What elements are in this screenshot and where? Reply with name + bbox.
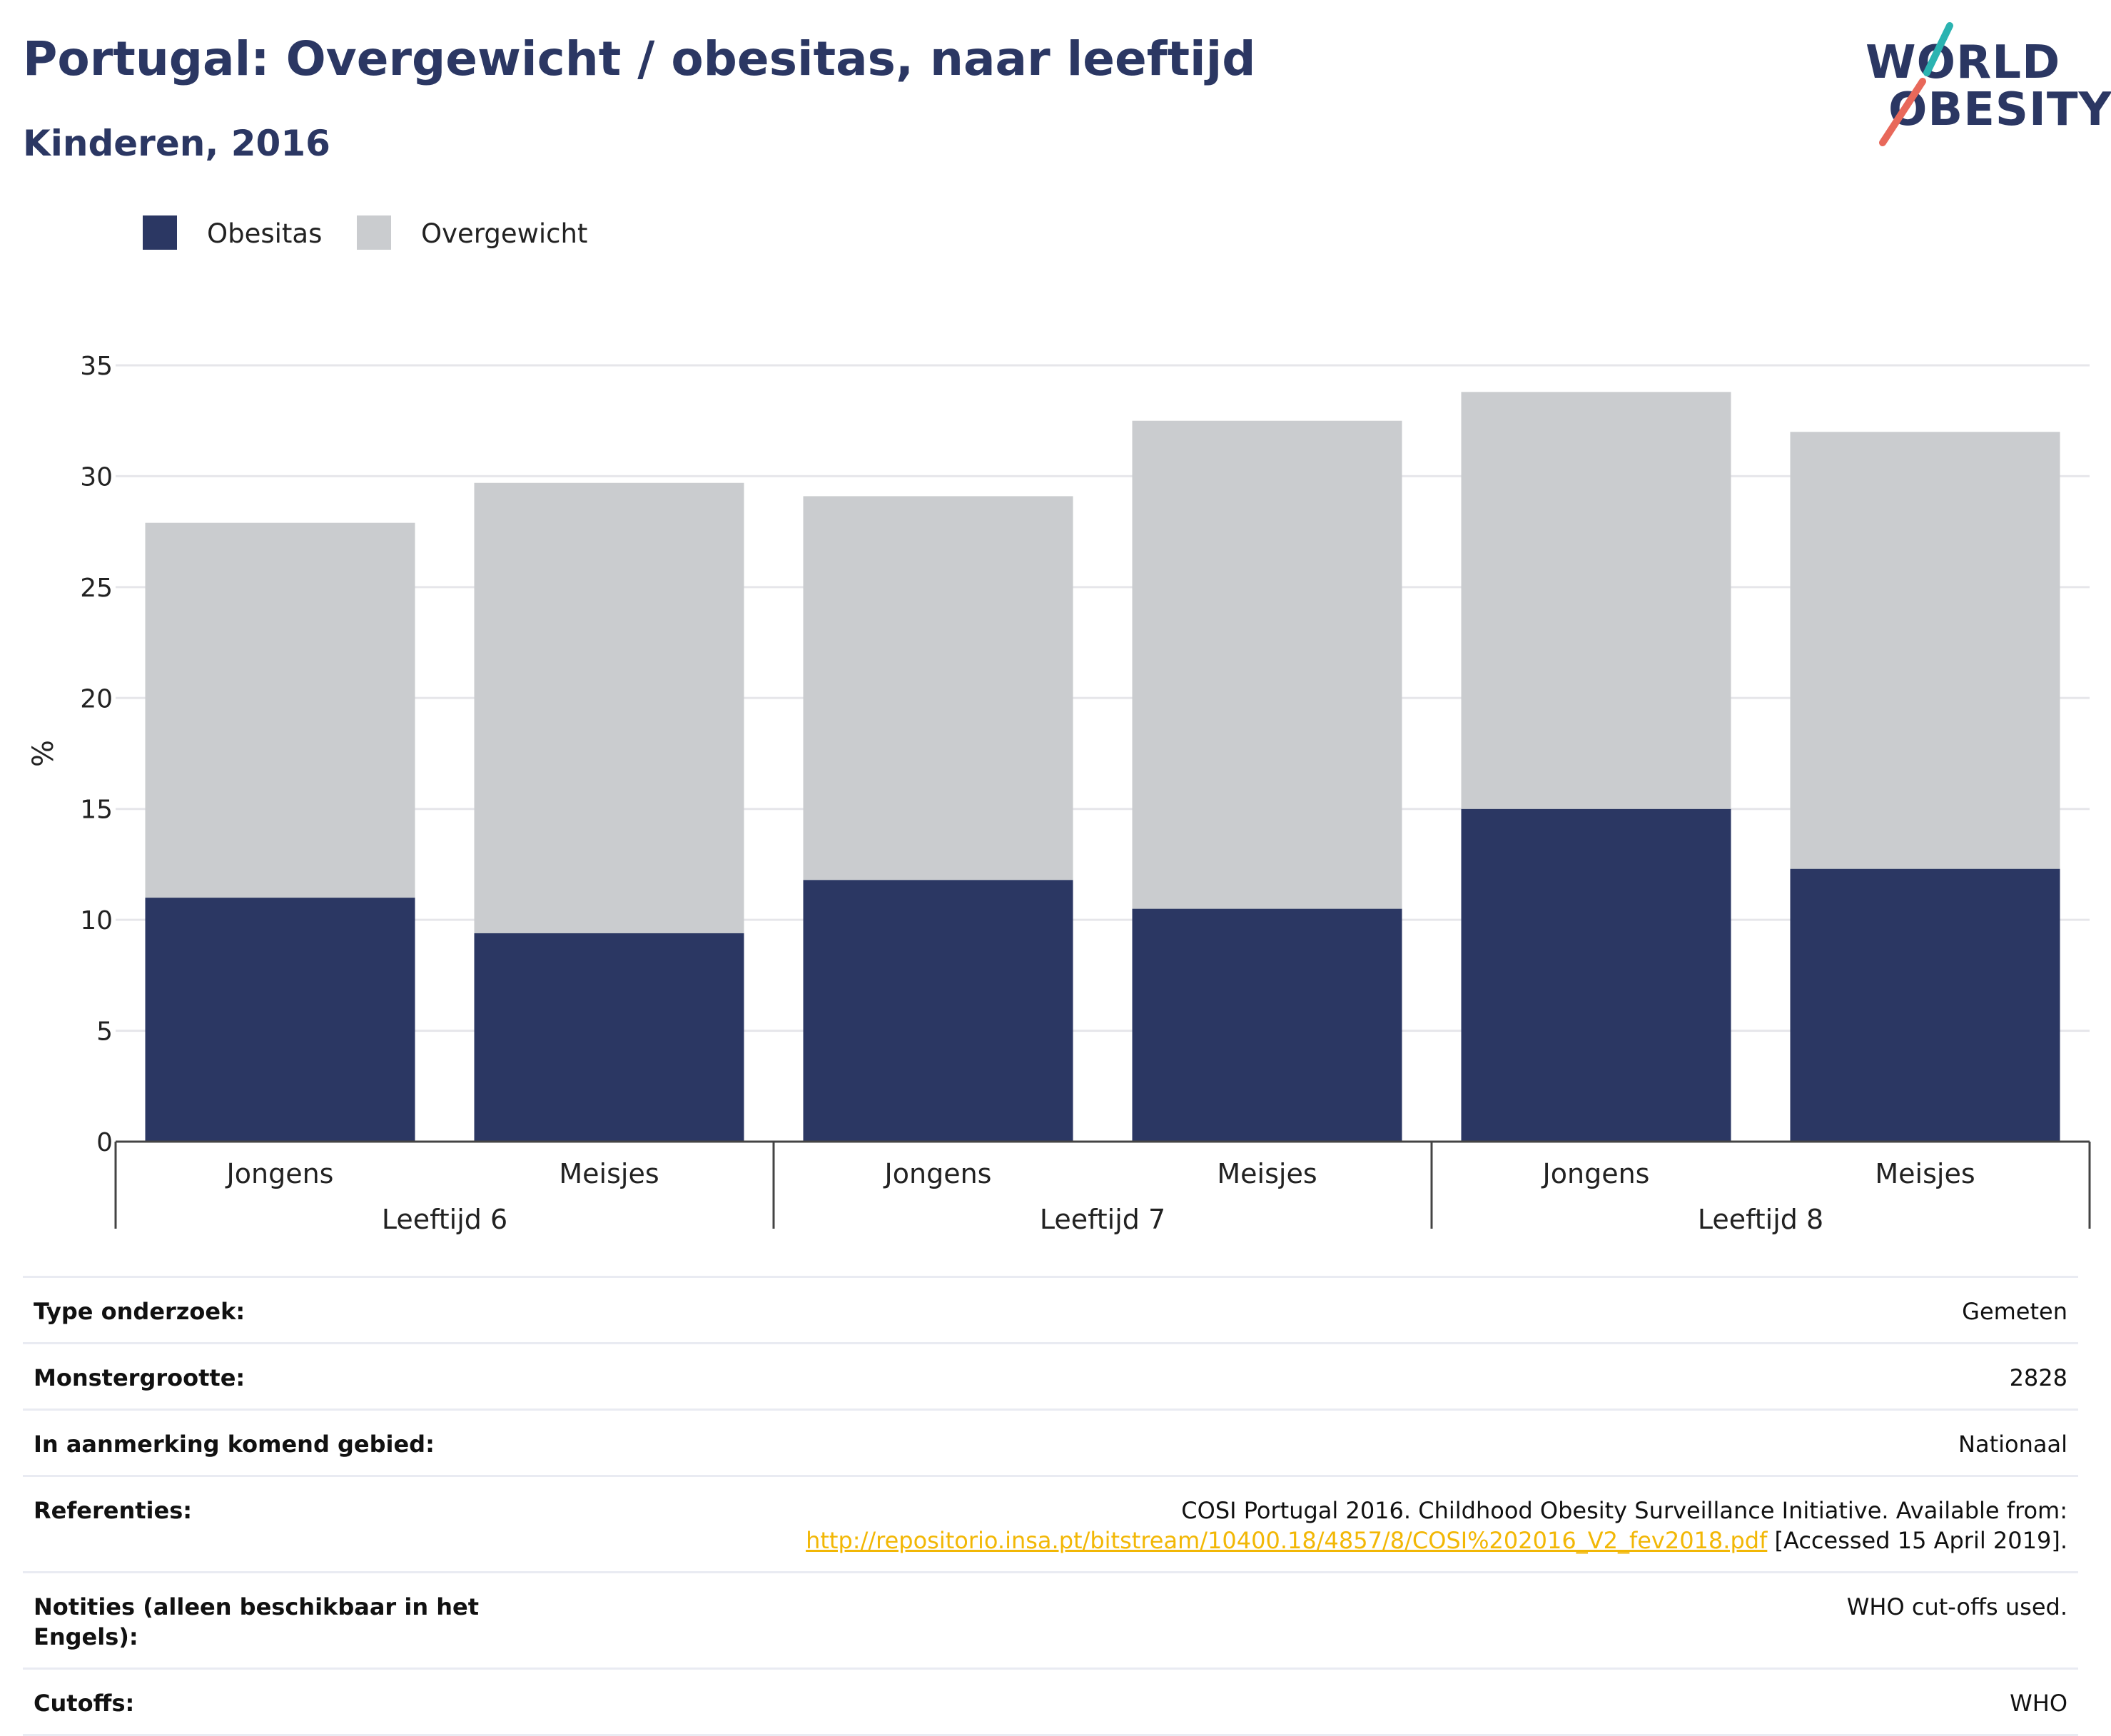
x-tick-label: Meisjes [1875,1158,1975,1189]
bar-obesitas-3 [1132,908,1402,1142]
y-tick-label: 20 [80,684,113,714]
info-label: In aanmerking komend gebied: [34,1431,435,1458]
legend-label-0: Obesitas [207,218,322,249]
y-tick-label: 0 [96,1128,113,1157]
chart-bars [145,392,2060,1142]
page-title: Portugal: Overgewicht / obesitas, naar l… [23,31,1256,86]
y-tick-label: 35 [80,352,113,381]
info-label: Cutoffs: [34,1690,135,1717]
stacked-bar-chart: Obesitas Overgewicht 0 5 10 15 20 25 30 35% Jong… [27,215,2091,1235]
chart-legend: Obesitas Overgewicht [143,215,587,250]
y-tick-label: 25 [80,574,113,603]
info-value: COSI Portugal 2016. Childhood Obesity Su… [806,1496,2067,1555]
x-group-label: Leeftijd 8 [1698,1204,1823,1235]
info-value: WHO cut-offs used. [1846,1593,2067,1620]
info-row-sample-size: Monstergrootte: 2828 [23,1342,2078,1408]
world-obesity-logo: WORLD OBESITY [1863,21,2111,150]
bar-obesitas-0 [145,898,415,1142]
info-label: Referenties: [34,1497,193,1524]
chart-axes: Jongens Meisjes Jongens Meisjes Jongens Meisj… [114,1140,2091,1235]
info-label: Notities (alleen beschikbaar in het Enge… [34,1593,480,1650]
bar-overgewicht-4 [1461,392,1731,809]
info-value: Gemeten [1962,1298,2067,1325]
bar-obesitas-2 [803,880,1073,1142]
info-value: 2828 [2009,1364,2067,1391]
bar-overgewicht-3 [1132,420,1402,909]
info-value: WHO [2010,1690,2067,1717]
bar-overgewicht-2 [803,496,1073,880]
reference-link[interactable]: http://repositorio.insa.pt/bitstream/104… [806,1527,1768,1554]
reference-text: COSI Portugal 2016. Childhood Obesity Su… [1181,1497,2067,1524]
y-tick-label: 10 [80,906,113,935]
y-tick-label: 30 [80,462,113,492]
x-group-label: Leeftijd 7 [1040,1204,1165,1235]
info-row-cutoffs: Cutoffs: WHO [23,1668,2078,1736]
info-label: Monstergrootte: [34,1364,245,1391]
reference-accessed: [Accessed 15 April 2019]. [1767,1527,2068,1554]
info-row-references: Referenties: COSI Portugal 2016. Childho… [23,1475,2078,1571]
y-tick-label: 5 [96,1017,113,1047]
y-tick-label: 15 [80,796,113,825]
x-tick-label: Jongens [884,1158,992,1189]
x-tick-label: Meisjes [559,1158,659,1189]
logo-line-1: WORLD [1866,36,2061,89]
info-table: Type onderzoek: Gemeten Monstergrootte: … [23,1276,2078,1736]
info-row-area: In aanmerking komend gebied: Nationaal [23,1408,2078,1475]
bar-obesitas-1 [474,933,744,1142]
bar-obesitas-5 [1790,868,2060,1142]
info-label: Type onderzoek: [34,1298,245,1325]
y-axis-label: % [27,740,60,767]
legend-label-1: Overgewicht [421,218,587,249]
info-row-type: Type onderzoek: Gemeten [23,1276,2078,1342]
logo-line-2: OBESITY [1888,83,2111,136]
x-tick-label: Jongens [1542,1158,1650,1189]
page-subtitle: Kinderen, 2016 [23,123,330,164]
chart-gridlines: 0 5 10 15 20 25 30 35% [27,352,2090,1157]
x-group-label: Leeftijd 6 [382,1204,507,1235]
x-tick-label: Meisjes [1217,1158,1317,1189]
bar-overgewicht-5 [1790,432,2060,869]
x-tick-label: Jongens [226,1158,334,1189]
bar-obesitas-4 [1461,808,1731,1142]
bar-overgewicht-0 [145,522,415,898]
info-row-notes: Notities (alleen beschikbaar in het Enge… [23,1571,2078,1668]
bar-overgewicht-1 [474,482,744,933]
legend-swatch-0 [143,215,177,250]
info-value: Nationaal [1958,1431,2067,1458]
legend-swatch-1 [357,215,391,250]
logo-slash-icon [1879,22,1953,146]
